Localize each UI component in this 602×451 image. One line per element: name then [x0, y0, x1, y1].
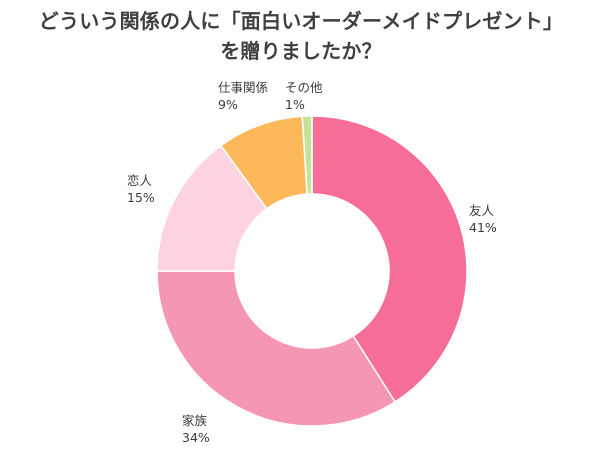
donut-slice-4 — [301, 115, 313, 195]
slice-labels: 友人 41% 家族 34% 恋人 15% 仕事関係 9% その他 1% — [127, 80, 497, 445]
chart-title: どういう関係の人に「面白いオーダーメイドプレゼント」 を贈りましたか？ — [0, 6, 602, 66]
slice-label-value-2: 15% — [127, 190, 155, 205]
slice-label-name-4: その他 — [285, 80, 323, 95]
chart-title-line-2: を贈りましたか？ — [220, 39, 382, 63]
donut-slice-1 — [156, 270, 397, 427]
donut-slice-2 — [156, 144, 268, 272]
slice-label-value-3: 9% — [218, 97, 238, 112]
slice-label-name-0: 友人 — [469, 203, 495, 218]
slice-label-value-4: 1% — [285, 97, 305, 112]
chart-title-line-1: どういう関係の人に「面白いオーダーメイドプレゼント」 — [38, 9, 564, 33]
donut-slice-0 — [311, 115, 468, 403]
donut-slices — [156, 115, 468, 427]
slice-label-name-2: 恋人 — [127, 173, 153, 188]
slice-label-value-0: 41% — [469, 220, 497, 235]
slice-label-name-3: 仕事関係 — [218, 80, 268, 95]
slice-label-name-1: 家族 — [182, 413, 208, 428]
slice-label-value-1: 34% — [182, 430, 210, 445]
